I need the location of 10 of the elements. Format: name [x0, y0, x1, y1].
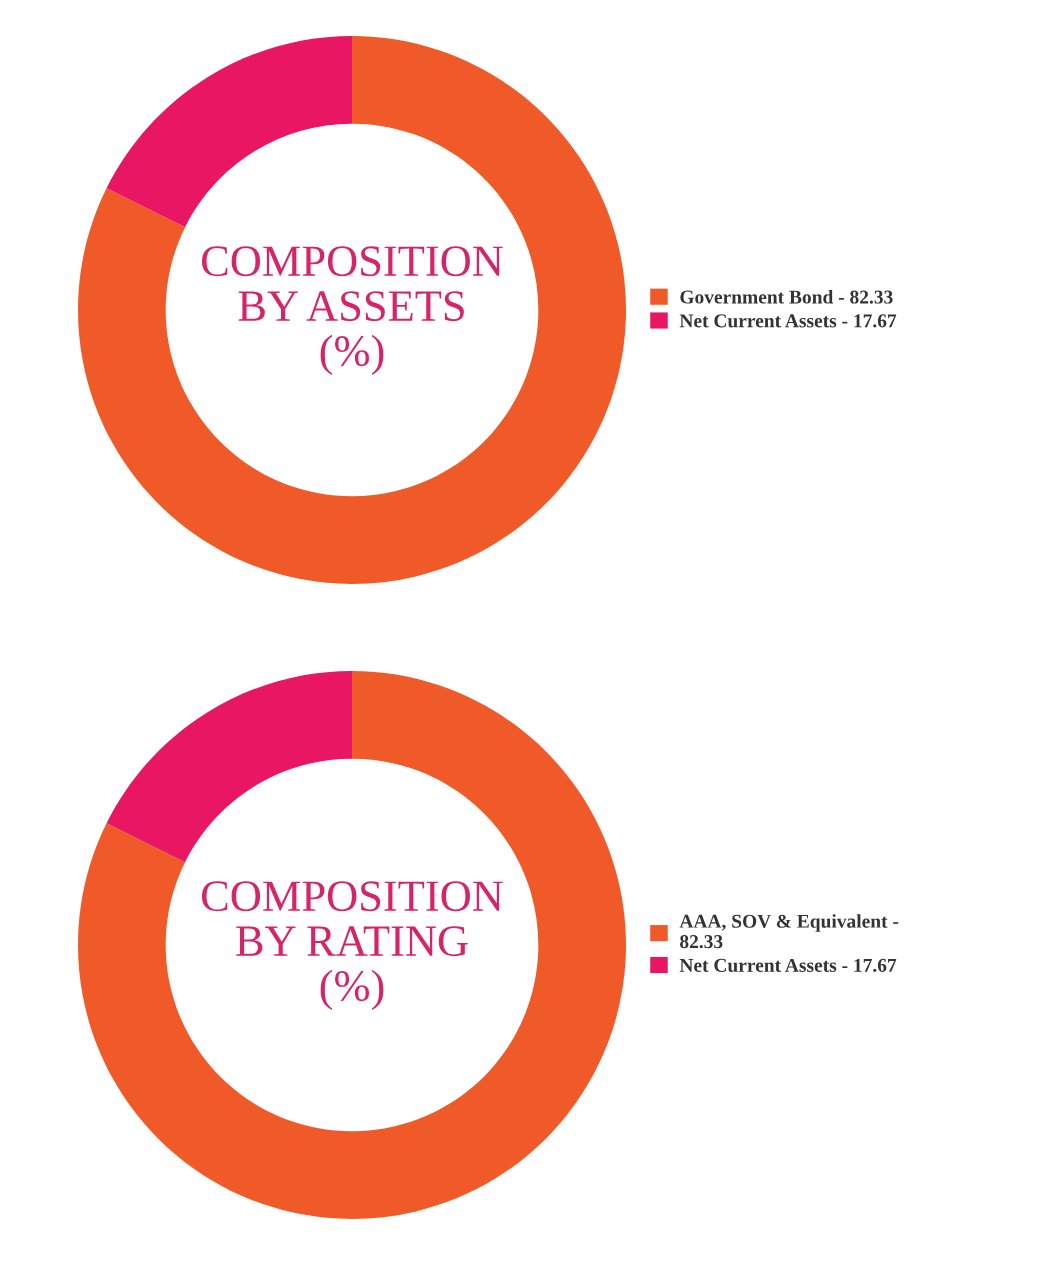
legend-label: Net Current Assets - 17.67 — [679, 314, 897, 328]
donut-slice — [78, 36, 626, 584]
donut-slice — [106, 36, 352, 228]
donut-slice — [78, 671, 626, 1219]
text: COMPOSITION BY ASSETS (%) — [201, 246, 503, 376]
legend-label: Government Bond - 82.33 — [680, 289, 893, 304]
text: COMPOSITION BY RATING (%) — [201, 881, 503, 1011]
donut-slice — [106, 671, 352, 863]
legend-label: Net Current Assets - 17.67 — [679, 958, 897, 973]
legend-label: AAA, SOV & Equivalent - 82.33 — [679, 914, 899, 949]
